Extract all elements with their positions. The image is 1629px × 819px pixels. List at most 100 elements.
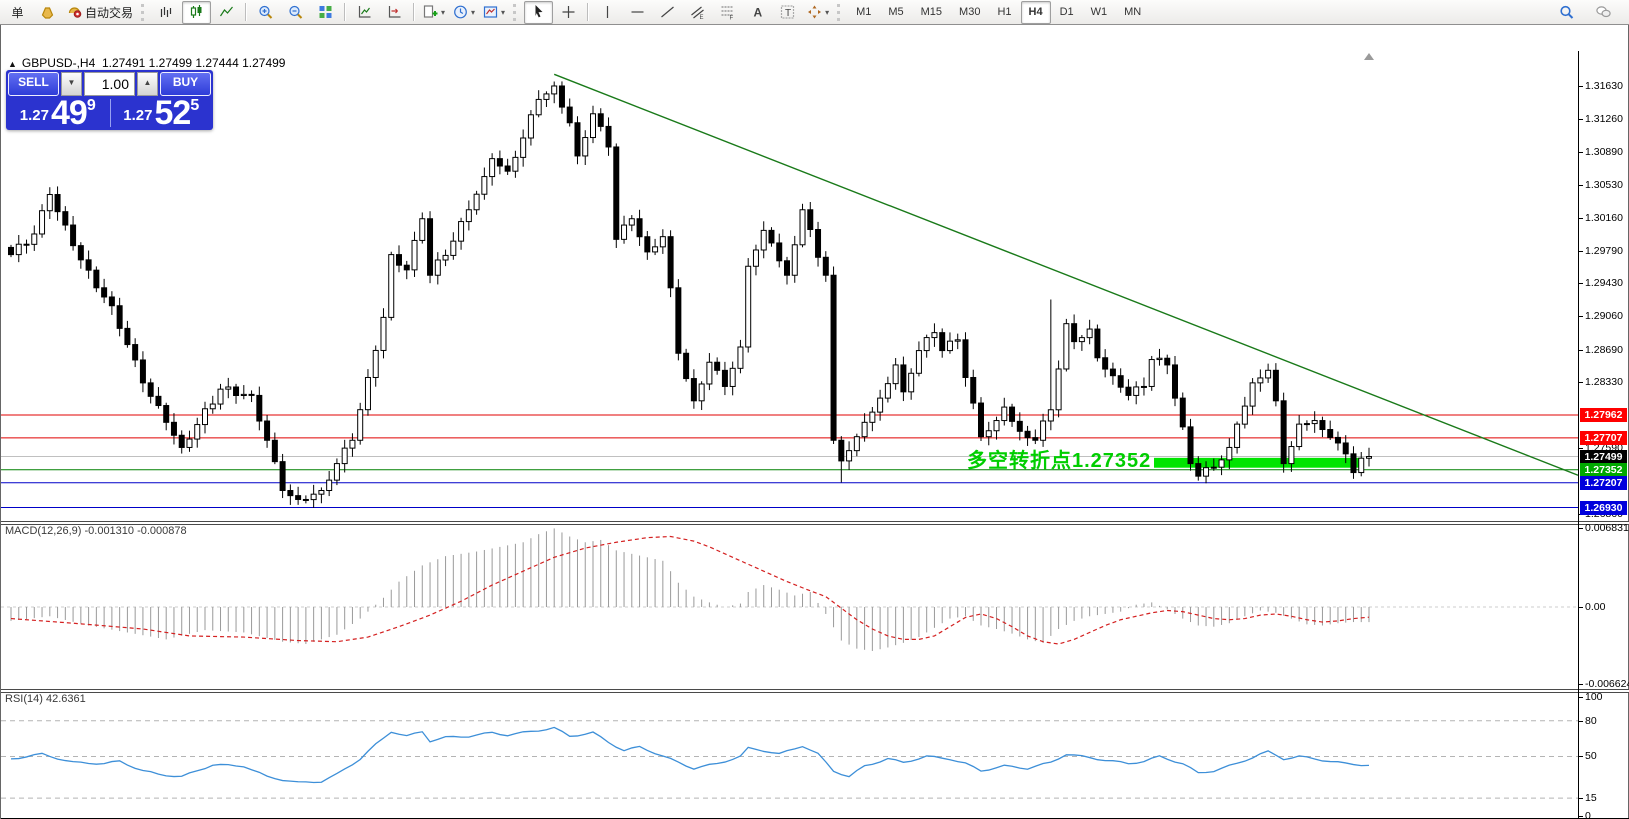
pivot-annotation: 多空转折点1.27352 — [967, 450, 1152, 472]
timeframe-m1[interactable]: M1 — [856, 6, 872, 18]
text-label-button[interactable]: T — [773, 1, 802, 24]
axis-tick-mark — [1578, 316, 1583, 318]
chart-shift-button-icon — [388, 6, 401, 18]
new-order-button[interactable]: 单 — [3, 1, 32, 24]
toolbar-grip — [141, 3, 147, 21]
chart-symbol-period: GBPUSD-,H4 — [21, 56, 96, 70]
timeframe-d1[interactable]: D1 — [1059, 6, 1074, 18]
sell-button[interactable]: SELL — [8, 72, 59, 96]
chart-window: ▲ GBPUSD-,H4 1.27491 1.27499 1.27444 1.27… — [0, 25, 1629, 819]
chevron-down-icon[interactable]: ▾ — [471, 7, 476, 17]
timeframe-m30[interactable]: M30 — [959, 6, 981, 18]
modify-order-icon[interactable] — [33, 1, 62, 24]
period-button[interactable]: ▾ — [449, 1, 478, 24]
search-button-icon — [1560, 5, 1574, 19]
timeframe-m15[interactable]: M15 — [920, 6, 943, 18]
zoom-in-button-icon — [259, 5, 273, 19]
new-chart-button[interactable]: ▾ — [419, 1, 448, 24]
axis-tick-mark — [1578, 381, 1583, 383]
buy-price-pips: 52 — [154, 94, 191, 132]
axis-tick-label: 1.31260 — [1585, 113, 1623, 126]
buy-price-base: 1.27 — [123, 107, 153, 124]
autotrade-button-icon — [68, 7, 82, 18]
new-chart-button-icon — [423, 5, 438, 18]
bar-chart-button[interactable] — [152, 1, 181, 24]
axis-tick-label: 80 — [1585, 714, 1597, 727]
chart-shift-marker[interactable] — [1364, 53, 1374, 60]
candlestick-chart-button-icon — [190, 5, 202, 18]
text-label-button-icon: T — [780, 5, 795, 19]
rsi-indicator-chart[interactable] — [1, 692, 1578, 818]
axis-tick-label: 0 — [1585, 809, 1591, 819]
chart-shift-button[interactable] — [380, 1, 409, 24]
buy-price[interactable]: 1.27 52 5 — [110, 96, 214, 130]
toolbar-separator — [587, 3, 590, 21]
pane-separator[interactable] — [1, 521, 1629, 525]
axis-tick-label: 1.28330 — [1585, 375, 1623, 388]
axis-tick-label: 50 — [1585, 750, 1597, 763]
toolbar-separator — [344, 3, 347, 21]
pane-separator[interactable] — [1, 689, 1629, 693]
arrows-button-icon — [808, 5, 822, 19]
axis-tick-label: 0.006831 — [1585, 522, 1629, 535]
buy-button[interactable]: BUY — [160, 72, 211, 96]
text-button[interactable]: A — [743, 1, 772, 24]
axis-tick-mark — [1578, 448, 1583, 450]
template-button[interactable]: ▾ — [479, 1, 508, 24]
tile-windows-button[interactable] — [311, 1, 340, 24]
axis-tick-mark — [1578, 152, 1583, 154]
zoom-out-button[interactable] — [281, 1, 310, 24]
candlestick-chart-button[interactable] — [182, 0, 212, 24]
axis-tick-mark — [1578, 528, 1583, 530]
volume-increase-button[interactable]: ▲ — [137, 72, 158, 96]
arrows-button[interactable]: ▾ — [803, 1, 832, 24]
one-click-trading-panel: SELL ▼ ▲ BUY 1.27 49 9 1.27 52 5 — [6, 70, 213, 130]
main-price-chart[interactable] — [1, 51, 1578, 521]
indicator-window-button[interactable] — [350, 1, 379, 24]
autotrade-button-label: 自动交易 — [85, 5, 134, 20]
trendline-button[interactable] — [653, 1, 682, 24]
axis-tick-label: 15 — [1585, 792, 1597, 805]
sell-price-base: 1.27 — [19, 107, 49, 124]
sell-price[interactable]: 1.27 49 9 — [6, 96, 110, 130]
chart-ohlc-values: 1.27491 1.27499 1.27444 1.27499 — [101, 56, 286, 70]
chevron-down-icon[interactable]: ▾ — [501, 7, 506, 17]
price-badge: 1.26930 — [1580, 500, 1627, 515]
timeframe-m5[interactable]: M5 — [888, 6, 904, 18]
axis-tick-mark — [1578, 283, 1583, 285]
axis-tick-mark — [1578, 696, 1583, 698]
volume-input[interactable] — [84, 72, 135, 96]
panel-collapse-icon[interactable]: ▲ — [8, 59, 17, 69]
toolbar: 单 自动交易 ▾ ▾ ▾ E F A T ▾ M1 M5 M15 M30 H1 H4 D1 W1 MN — [0, 0, 1629, 25]
period-button-icon — [454, 5, 467, 19]
line-chart-button[interactable] — [212, 1, 241, 24]
vertical-line-button[interactable] — [593, 1, 622, 24]
horizontal-line-button[interactable] — [623, 1, 652, 24]
cursor-button[interactable] — [524, 0, 554, 24]
autotrade-button[interactable]: 自动交易 — [63, 1, 136, 24]
search-button[interactable] — [1552, 1, 1581, 24]
chevron-down-icon[interactable]: ▾ — [441, 7, 446, 17]
svg-text:A: A — [754, 6, 763, 20]
volume-decrease-button[interactable]: ▼ — [61, 72, 82, 96]
axis-tick-mark — [1578, 251, 1583, 253]
timeframe-h4[interactable]: H4 — [1020, 0, 1051, 24]
channel-button[interactable]: E — [683, 1, 712, 24]
price-divider — [109, 99, 111, 127]
toolbar-separator — [245, 3, 248, 21]
chevron-down-icon[interactable]: ▾ — [825, 7, 830, 17]
axis-tick-mark — [1578, 85, 1583, 87]
bar-chart-button-icon — [160, 7, 172, 17]
timeframe-mn[interactable]: MN — [1124, 6, 1142, 18]
chat-button[interactable] — [1589, 1, 1618, 24]
timeframe-w1[interactable]: W1 — [1090, 6, 1108, 18]
macd-indicator-chart[interactable] — [1, 524, 1578, 689]
timeframe-h1[interactable]: H1 — [997, 6, 1012, 18]
zoom-in-button[interactable] — [251, 1, 280, 24]
crosshair-button[interactable] — [554, 1, 583, 24]
axis-tick-label: 1.31630 — [1585, 79, 1623, 92]
svg-text:T: T — [785, 8, 791, 19]
fibonacci-button[interactable]: F — [713, 1, 742, 24]
axis-tick-mark — [1578, 815, 1583, 817]
